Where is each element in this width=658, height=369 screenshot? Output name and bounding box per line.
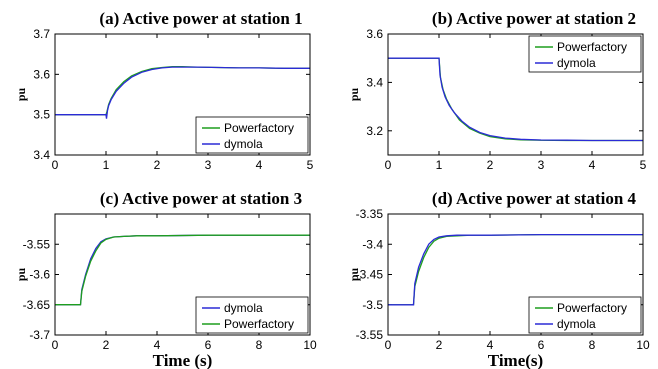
y-tick-label: 3.6 [33,67,50,81]
x-tick-label: 2 [103,338,110,352]
chart-title: (c) Active power at station 3 [100,189,302,208]
plot-frame [54,213,311,336]
y-tick-label: -3.35 [356,207,384,221]
legend-box [195,296,309,334]
y-tick-label: 3.6 [366,27,383,41]
chart-title: (a) Active power at station 1 [99,9,302,28]
legend-label-powerfactory: Powerfactory [557,40,627,54]
y-tick-label: -3.5 [362,298,383,312]
y-tick-label: 3.4 [33,148,50,162]
y-axis-label: pu [347,88,361,102]
chart-panel-2: (b) Active power at station 2 0 1 2 3 4 5 3.2 3.… [347,9,647,172]
x-tick-label: 6 [205,338,212,352]
x-tick-label: 6 [538,338,545,352]
chart-title: (d) Active power at station 4 [432,189,637,208]
x-tick-label: 0 [385,338,392,352]
legend-box [195,116,309,154]
x-tick-label: 4 [589,158,596,172]
y-tick-label: 3.5 [33,108,50,122]
legend-label-dymola: dymola [224,301,263,315]
x-tick-label: 5 [307,158,314,172]
y-tick-label: -3.55 [356,328,384,342]
y-tick-label: -3.45 [356,268,384,282]
x-tick-label: 10 [636,338,650,352]
x-axis-label: Time(s) [488,351,543,369]
x-tick-label: 1 [436,158,443,172]
y-axis-label: pu [347,268,361,282]
y-tick-label: 3.2 [366,124,383,138]
x-tick-label: 0 [385,158,392,172]
x-tick-label: 2 [154,158,161,172]
legend-label-powerfactory: Powerfactory [557,301,627,315]
y-tick-label: -3.65 [23,298,51,312]
legend: Powerfactory dymola [528,35,642,73]
legend-label-powerfactory: Powerfactory [224,121,294,135]
legend-label-dymola: dymola [224,137,263,151]
legend-label-powerfactory: Powerfactory [224,317,294,331]
y-axis-label: pu [14,88,28,102]
series-line-dymola [388,233,643,306]
x-tick-label: 5 [640,158,647,172]
chart-panel-1: (a) Active power at station 1 0 1 2 3 4 5 3.4 3.… [14,9,314,172]
y-tick-label: -3.7 [29,328,50,342]
x-tick-label: 2 [487,158,494,172]
y-tick-label: 3.4 [366,75,383,89]
y-tick-label: -3.4 [362,237,383,251]
x-tick-label: 0 [52,338,59,352]
x-tick-label: 8 [256,338,263,352]
x-axis-label: Time (s) [153,351,213,369]
chart-title: (b) Active power at station 2 [432,9,636,28]
y-tick-label: -3.55 [23,237,51,251]
x-tick-label: 4 [154,338,161,352]
series-line-powerfactory [55,234,310,306]
chart-panel-3: (c) Active power at station 3 0 2 4 6 8 10 -3.7… [14,189,317,369]
x-tick-label: 4 [256,158,263,172]
chart-panel-4: (d) Active power at station 4 0 2 4 6 8 10 -3.5… [347,189,650,369]
x-tick-label: 2 [436,338,443,352]
y-tick-label: -3.6 [29,268,50,282]
legend-box [528,35,642,73]
legend-label-dymola: dymola [557,56,596,70]
x-tick-label: 0 [52,158,59,172]
x-tick-label: 1 [103,158,110,172]
x-tick-label: 3 [205,158,212,172]
series-line-dymola [55,66,310,119]
y-tick-label: 3.7 [33,27,50,41]
x-tick-label: 8 [589,338,596,352]
legend: Powerfactory dymola [528,296,642,334]
legend-label-dymola: dymola [557,317,596,331]
legend: Powerfactory dymola [195,116,309,154]
x-tick-label: 3 [538,158,545,172]
legend: dymola Powerfactory [195,296,309,334]
legend-box [528,296,642,334]
x-tick-label: 10 [303,338,317,352]
x-tick-label: 4 [487,338,494,352]
plot-frame [387,33,644,156]
y-axis-label: pu [14,268,28,282]
plot-frame [54,33,311,156]
plot-frame [387,213,644,336]
series-line-dymola [388,57,643,142]
